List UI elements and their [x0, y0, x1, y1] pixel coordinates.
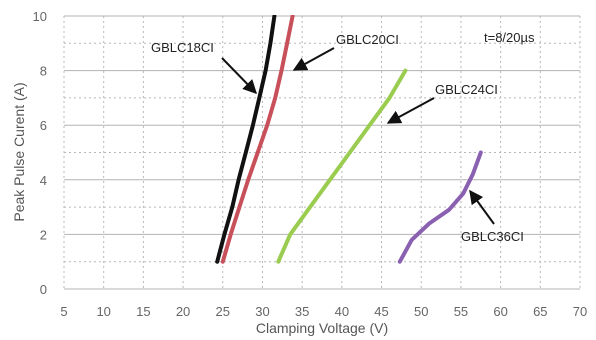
series-line-gblc18ci — [215, 15, 277, 264]
tick-labels: 5 10 15 20 25 30 35 40 45 50 55 60 65 70 0 2 4 6 8 10 — [33, 9, 588, 319]
x-tick-label: 5 — [60, 304, 67, 319]
y-tick-label: 2 — [40, 227, 47, 242]
series-layer — [215, 15, 483, 264]
x-tick-label: 40 — [335, 304, 349, 319]
series-line-gblc36ci — [397, 150, 483, 264]
x-tick-label: 50 — [414, 304, 428, 319]
curve-label-gblc36ci: GBLC36CI — [461, 229, 524, 244]
x-tick-label: 25 — [216, 304, 230, 319]
leader-arrow-gblc18ci — [221, 57, 257, 95]
curve-label-gblc24ci: GBLC24CI — [435, 82, 498, 97]
x-tick-label: 10 — [96, 304, 110, 319]
x-axis-title: Clamping Voltage (V) — [256, 320, 388, 336]
x-tick-label: 55 — [454, 304, 468, 319]
y-tick-label: 8 — [40, 64, 47, 79]
leader-arrow-gblc20ci — [292, 47, 335, 71]
y-tick-label: 6 — [40, 118, 47, 133]
curve-label-gblc20ci: GBLC20CI — [336, 32, 399, 47]
y-tick-label: 10 — [33, 9, 47, 24]
y-tick-label: 0 — [40, 282, 47, 297]
x-tick-label: 30 — [255, 304, 269, 319]
x-tick-label: 20 — [176, 304, 190, 319]
x-tick-label: 70 — [573, 304, 587, 319]
curve-label-gblc18ci: GBLC18CI — [151, 40, 214, 55]
leader-arrow-gblc36ci — [469, 189, 495, 225]
x-tick-label: 15 — [136, 304, 150, 319]
x-tick-label: 60 — [493, 304, 507, 319]
grid — [63, 15, 581, 290]
annotations: GBLC18CI GBLC20CI GBLC24CI GBLC36CI — [151, 32, 524, 244]
y-axis-title: Peak Pulse Curent (A) — [11, 82, 27, 221]
y-tick-label: 4 — [40, 173, 47, 188]
x-tick-label: 65 — [533, 304, 547, 319]
pulse-waveform-note: t=8/20µs — [484, 30, 535, 45]
leader-arrow-gblc24ci — [386, 97, 435, 124]
x-tick-label: 45 — [374, 304, 388, 319]
series-line-gblc20ci — [220, 15, 295, 264]
series-line-gblc24ci — [276, 68, 408, 264]
x-tick-label: 35 — [295, 304, 309, 319]
